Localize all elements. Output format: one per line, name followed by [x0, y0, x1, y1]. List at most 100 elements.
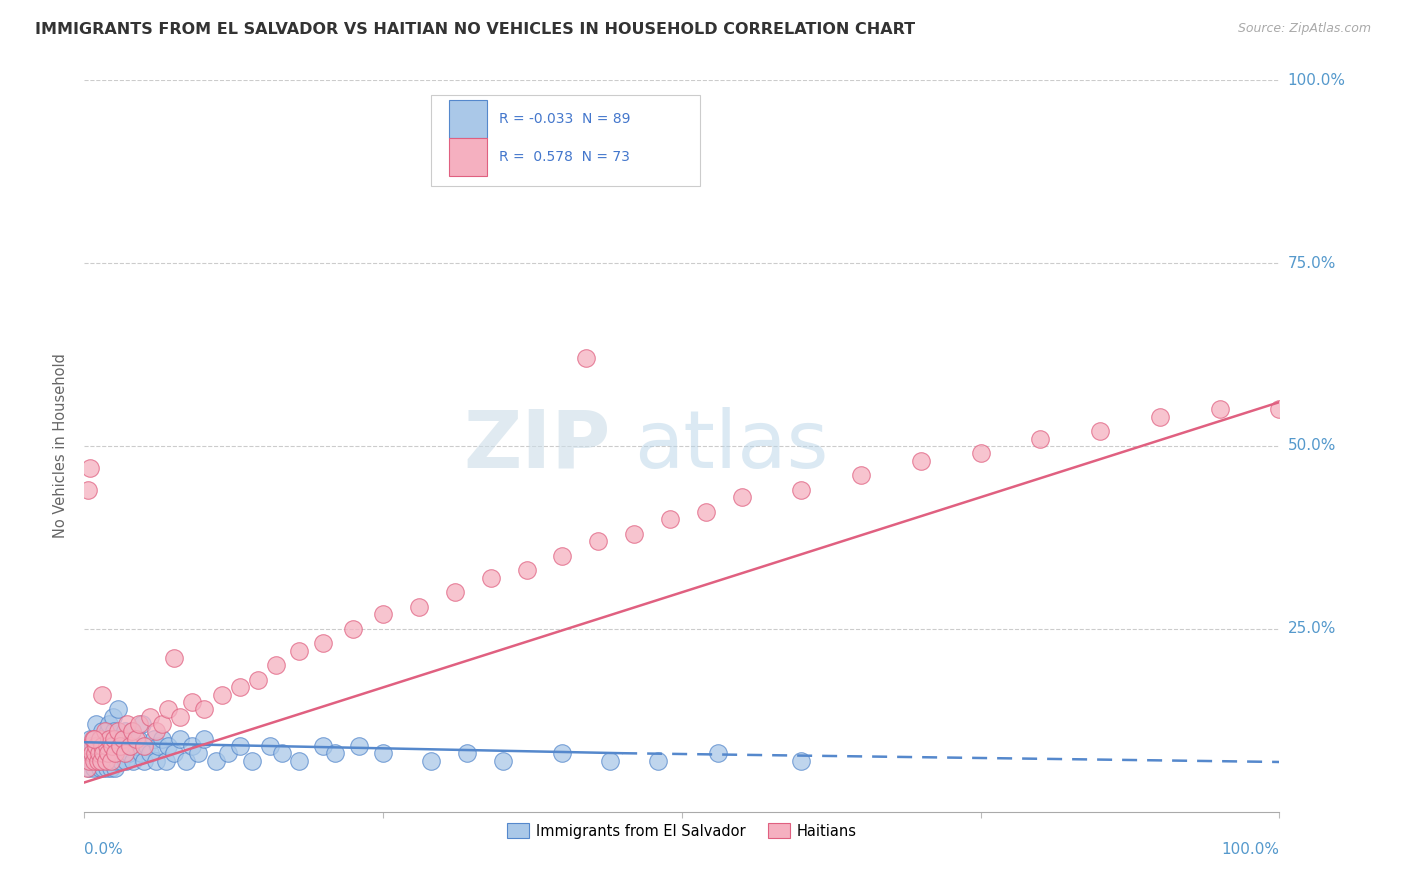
- Point: [82, 739, 104, 753]
- Point: [155, 754, 177, 768]
- Point: [659, 512, 682, 526]
- Point: [139, 746, 162, 760]
- Point: [87, 746, 110, 760]
- Point: [132, 754, 156, 768]
- Point: [93, 746, 115, 760]
- Point: [181, 739, 204, 753]
- Point: [157, 739, 180, 753]
- Point: [516, 563, 538, 577]
- Point: [98, 731, 121, 746]
- Point: [647, 754, 669, 768]
- Point: [110, 731, 132, 746]
- Point: [492, 754, 515, 768]
- Point: [111, 731, 134, 746]
- Point: [104, 761, 127, 775]
- Point: [89, 731, 111, 746]
- Point: [105, 754, 128, 768]
- Point: [104, 746, 127, 760]
- Point: [163, 651, 186, 665]
- Point: [599, 754, 621, 768]
- Point: [456, 746, 478, 760]
- Text: 100.0%: 100.0%: [1288, 73, 1346, 87]
- Point: [83, 761, 105, 775]
- Text: 0.0%: 0.0%: [84, 842, 124, 857]
- Point: [100, 731, 122, 746]
- Point: [101, 754, 124, 768]
- Point: [118, 739, 141, 753]
- Point: [96, 761, 118, 775]
- Point: [169, 709, 191, 723]
- Text: R = -0.033  N = 89: R = -0.033 N = 89: [499, 112, 630, 126]
- Text: R =  0.578  N = 73: R = 0.578 N = 73: [499, 150, 630, 164]
- FancyBboxPatch shape: [449, 138, 486, 176]
- Point: [86, 746, 108, 760]
- Point: [163, 746, 186, 760]
- Point: [479, 571, 502, 585]
- Point: [89, 731, 111, 746]
- Point: [83, 731, 105, 746]
- Point: [174, 754, 197, 768]
- Point: [121, 724, 143, 739]
- Point: [142, 731, 165, 746]
- Point: [86, 754, 108, 768]
- Point: [790, 483, 813, 497]
- Text: 50.0%: 50.0%: [1288, 439, 1336, 453]
- Point: [103, 746, 125, 760]
- Point: [169, 731, 191, 746]
- Point: [229, 681, 252, 695]
- Point: [288, 754, 311, 768]
- Point: [90, 754, 112, 768]
- Point: [575, 351, 598, 366]
- Point: [325, 746, 347, 760]
- Point: [349, 739, 371, 753]
- Y-axis label: No Vehicles in Household: No Vehicles in Household: [53, 353, 69, 539]
- Point: [148, 739, 170, 753]
- Point: [246, 673, 269, 687]
- Point: [259, 739, 281, 753]
- Point: [114, 746, 136, 760]
- Point: [91, 724, 114, 739]
- Point: [1090, 425, 1112, 439]
- Point: [707, 746, 730, 760]
- Point: [193, 731, 215, 746]
- Point: [77, 761, 100, 775]
- Point: [150, 731, 173, 746]
- Point: [93, 739, 115, 753]
- Point: [588, 534, 610, 549]
- Point: [264, 658, 287, 673]
- Point: [193, 702, 215, 716]
- Point: [89, 761, 111, 775]
- Text: ZIP: ZIP: [463, 407, 610, 485]
- Point: [129, 746, 152, 760]
- Point: [623, 526, 645, 541]
- Point: [695, 505, 717, 519]
- Point: [117, 731, 139, 746]
- Point: [1209, 402, 1232, 417]
- Point: [94, 754, 117, 768]
- Point: [1268, 402, 1291, 417]
- Point: [910, 453, 932, 467]
- Point: [121, 724, 143, 739]
- Point: [79, 739, 101, 753]
- Point: [135, 739, 157, 753]
- Point: [270, 746, 292, 760]
- Point: [342, 622, 364, 636]
- Text: atlas: atlas: [634, 407, 828, 485]
- Point: [551, 549, 574, 563]
- Legend: Immigrants from El Salvador, Haitians: Immigrants from El Salvador, Haitians: [501, 818, 863, 845]
- Point: [131, 717, 153, 731]
- Point: [312, 636, 335, 650]
- Point: [97, 724, 120, 739]
- Point: [86, 717, 108, 731]
- Point: [96, 739, 118, 753]
- Point: [1029, 432, 1052, 446]
- Point: [145, 754, 167, 768]
- Point: [111, 739, 134, 753]
- Point: [114, 724, 136, 739]
- Point: [80, 746, 103, 760]
- FancyBboxPatch shape: [449, 100, 486, 138]
- Point: [100, 754, 122, 768]
- Point: [97, 746, 120, 760]
- Point: [125, 731, 148, 746]
- Point: [790, 754, 813, 768]
